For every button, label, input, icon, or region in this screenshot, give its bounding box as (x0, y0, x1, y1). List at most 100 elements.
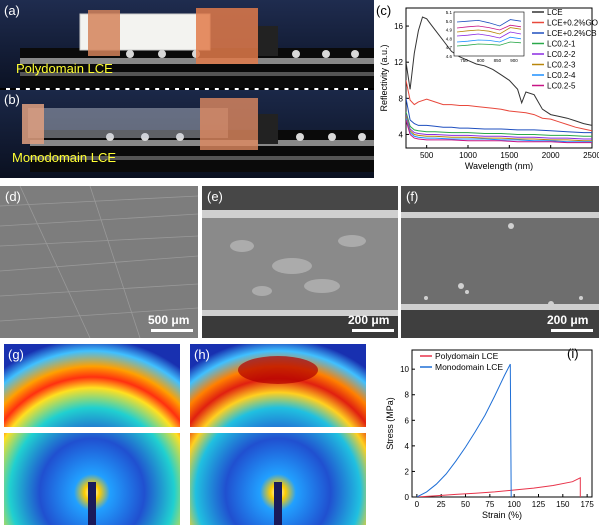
inset-line-2 (456, 36, 522, 43)
x-tick-label: 1000 (459, 151, 477, 160)
monodomain-photo (0, 90, 374, 178)
photo-panel-a: (a) Polydomain LCE (0, 0, 374, 88)
monodomain-caption: Monodomain LCE (12, 150, 117, 165)
x-tick-label: 500 (420, 151, 434, 160)
panel-label-d: (d) (5, 189, 21, 204)
x-tick-label: 150 (556, 500, 570, 509)
y-tick-label: 6 (405, 416, 410, 425)
polydomain-caption: Polydomain LCE (16, 61, 113, 76)
reflectivity-chart-panel: 500 1000 1500 2000 2500 4 8 12 16 Wavelength (nm)… (374, 0, 599, 182)
legend-label: LCE+0.2%GO (547, 19, 598, 28)
panel-label-b: (b) (4, 92, 20, 107)
y-tick-label: 12 (394, 58, 403, 67)
y-tick-label: 16 (394, 22, 403, 31)
series-line-2 (416, 363, 512, 497)
y-axis-title: Stress (MPa) (385, 397, 395, 450)
legend-label: LC0.2-3 (547, 61, 576, 70)
reflectivity-chart: 500 1000 1500 2000 2500 4 8 12 16 Wavelength (nm)… (379, 7, 599, 171)
series-line-1 (406, 16, 592, 126)
inset-x-tick-label: 850 (494, 58, 502, 63)
inset-y-tick-label: 5.1 (446, 10, 453, 15)
y-tick-label: 8 (405, 391, 410, 400)
legend-label: Monodomain LCE (435, 362, 503, 372)
panel-label-e: (e) (207, 189, 223, 204)
panel-label-g: (g) (8, 347, 24, 362)
polydomain-photo (0, 0, 374, 88)
inset-x-tick-label: 800 (477, 58, 485, 63)
series-line-6 (406, 116, 592, 142)
x-tick-label: 75 (485, 500, 494, 509)
photo-panel-b: (b) Monodomain LCE (0, 90, 374, 178)
panel-label-c: (c) (376, 3, 392, 18)
sem-panel-f: (f) 200 μm (401, 186, 599, 338)
panel-label-i: (i) (567, 346, 579, 361)
inset-y-tick-label: 5.0 (446, 19, 453, 24)
legend-label: LCE+0.2%CB (547, 29, 597, 38)
series-line-1 (416, 476, 581, 497)
y-axis-title: Reflectivity (a.u.) (379, 44, 389, 111)
waxs-pattern-polydomain (4, 344, 180, 525)
y-tick-label: 8 (399, 94, 404, 103)
inset-y-tick-label: 4.8 (446, 36, 453, 41)
scalebar-f (551, 329, 593, 332)
y-tick-label: 4 (399, 130, 404, 139)
scalebar-label-f: 200 μm (547, 313, 589, 327)
x-tick-label: 0 (415, 500, 420, 509)
panel-label-a: (a) (4, 3, 20, 18)
waxs-pattern-monodomain (190, 344, 366, 525)
inset-y-tick-label: 4.7 (446, 45, 453, 50)
x-tick-label: 100 (507, 500, 521, 509)
series-line-2 (406, 80, 592, 132)
inset-y-tick-label: 4.6 (446, 54, 453, 59)
panel-label-f: (f) (406, 189, 419, 204)
series-line-7 (406, 118, 592, 143)
inset-line-4 (456, 27, 522, 35)
scalebar-e (352, 329, 394, 332)
scalebar-label-e: 200 μm (348, 313, 390, 327)
x-axis-title: Wavelength (nm) (465, 161, 533, 171)
legend-label: LC0.2-4 (547, 71, 576, 80)
inset-y-tick-label: 4.9 (446, 28, 453, 33)
stress-strain-chart: 0 25 50 75 100 125 150 175 0 2 4 6 8 10 Strain (%) Stre… (385, 349, 594, 520)
x-tick-label: 125 (532, 500, 546, 509)
sem-panel-e: (e) 200 μm (202, 186, 398, 338)
inset-line-6 (456, 19, 522, 27)
waxs-panel-h: (h) (186, 342, 370, 525)
x-tick-label: 175 (580, 500, 594, 509)
x-tick-label: 2000 (542, 151, 560, 160)
inset-frame (453, 11, 525, 57)
y-tick-label: 4 (405, 442, 410, 451)
inset-x-tick-label: 750 (460, 58, 468, 63)
scalebar-d (151, 329, 193, 332)
panel-label-h: (h) (194, 347, 210, 362)
x-tick-label: 25 (437, 500, 446, 509)
sem-surface-image (0, 186, 198, 338)
inset-line-3 (456, 31, 522, 39)
x-tick-label: 1500 (500, 151, 518, 160)
plot-frame (405, 7, 593, 149)
x-tick-label: 2500 (583, 151, 599, 160)
sem-fracture-image (202, 186, 398, 338)
legend-label: LC0.2-2 (547, 50, 576, 59)
series-line-4 (406, 111, 592, 137)
plot-frame (411, 349, 593, 498)
legend-label: LC0.2-1 (547, 40, 576, 49)
y-tick-label: 10 (400, 365, 409, 374)
inset-x-tick-label: 900 (510, 58, 518, 63)
x-tick-label: 50 (461, 500, 470, 509)
y-tick-label: 2 (405, 467, 410, 476)
photo-divider (0, 88, 374, 92)
x-axis-title: Strain (%) (482, 510, 522, 520)
series-line-8 (406, 119, 592, 144)
stress-strain-panel: 0 25 50 75 100 125 150 175 0 2 4 6 8 10 Strain (%) Stre… (374, 342, 599, 525)
series-line-5 (406, 114, 592, 140)
y-tick-label: 0 (405, 493, 410, 502)
inset-line-5 (456, 24, 522, 31)
waxs-panel-g: (g) (0, 342, 184, 525)
sem-surface-image-f (401, 186, 599, 338)
legend-label: Polydomain LCE (435, 351, 499, 361)
legend-label: LC0.2-5 (547, 82, 576, 91)
series-line-3 (406, 98, 592, 134)
legend-label: LCE (547, 8, 563, 17)
scalebar-label-d: 500 μm (148, 313, 190, 327)
